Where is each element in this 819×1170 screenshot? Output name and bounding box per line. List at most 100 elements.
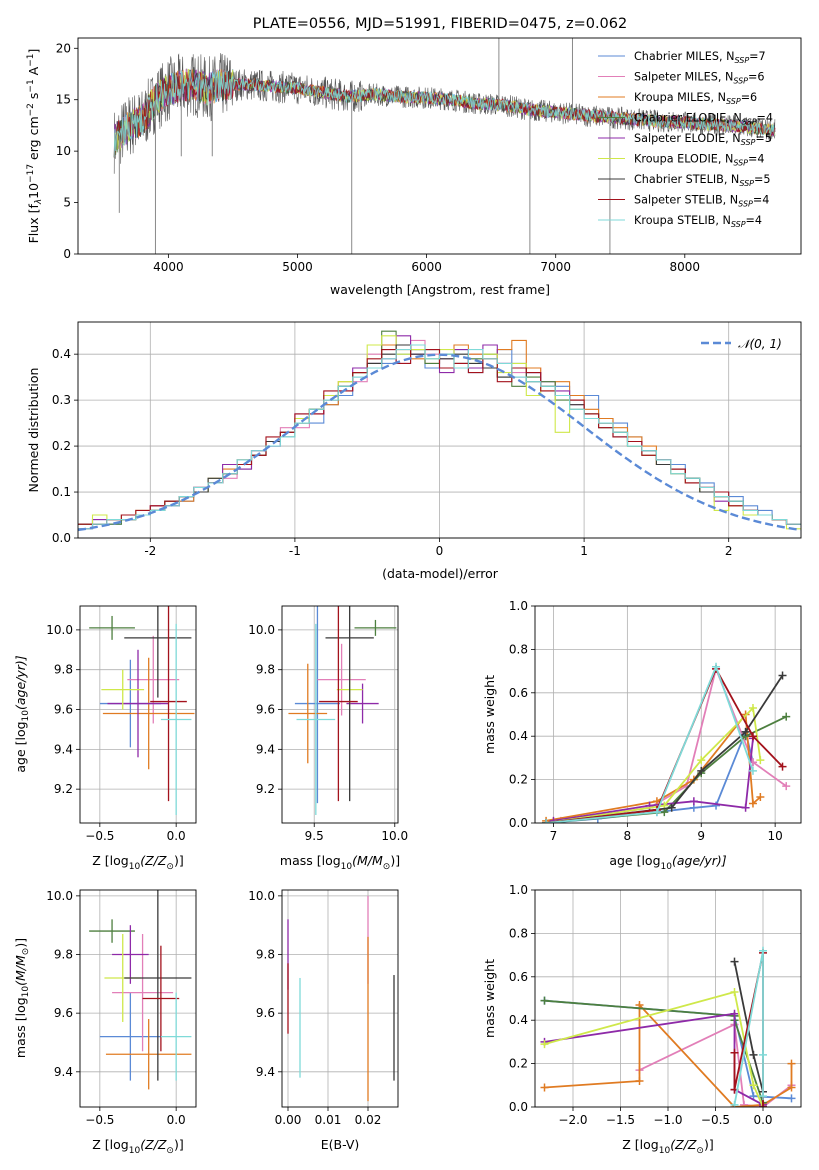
point-marker <box>748 732 757 741</box>
legend-suffix: =5 <box>754 173 771 186</box>
label-sun: ⊙ <box>21 948 31 956</box>
point-marker <box>748 766 757 775</box>
label-sub: 10 <box>661 862 673 872</box>
point-marker <box>756 756 765 765</box>
y-tick-label: 9.6 <box>256 1006 275 1020</box>
x-tick-label: 0.01 <box>315 1113 342 1127</box>
point-marker <box>749 1081 758 1090</box>
y-tick-label: 20 <box>56 41 71 55</box>
ylabel-sup: −1 <box>26 79 36 92</box>
legend-text: Salpeter ELODIE, N <box>634 132 741 145</box>
x-tick-label: 0.0 <box>753 1113 772 1127</box>
legend-label: Kroupa ELODIE, NSSP=4 <box>634 153 765 168</box>
y-tick-label: 0.6 <box>509 686 528 700</box>
y-tick-label: 1.0 <box>509 599 528 613</box>
point-marker <box>741 803 750 812</box>
y-tick-label: 9.4 <box>256 1065 275 1079</box>
legend-text: Chabrier STELIB, N <box>634 173 739 186</box>
y-tick-label: 0.8 <box>509 926 528 940</box>
y-axis-label: Normed distribution <box>26 368 41 493</box>
y-tick-label: 9.4 <box>54 742 73 756</box>
legend-sub: SSP <box>741 138 756 147</box>
label-sub: 10 <box>129 862 141 872</box>
point-marker <box>542 819 551 823</box>
legend-text: Chabrier ELODIE, N <box>634 112 742 125</box>
ylabel-sub: λ <box>34 199 44 205</box>
point-marker <box>759 946 767 955</box>
point-marker <box>540 1083 549 1092</box>
y-tick-label: 15 <box>56 93 71 107</box>
point-marker <box>782 712 791 721</box>
x-axis-label: Z [log10(Z/Z⊙)] <box>92 1137 183 1156</box>
legend-sub: SSP <box>734 56 749 65</box>
y-tick-label: 9.6 <box>54 703 73 717</box>
point-marker <box>730 987 739 996</box>
x-tick-label: 0.00 <box>275 1113 302 1127</box>
label-end: )] <box>174 1137 184 1152</box>
label-sun: ⊙ <box>696 1146 704 1156</box>
legend-suffix: =6 <box>741 91 758 104</box>
label-sub: 10 <box>659 1146 671 1156</box>
legend-label: Chabrier STELIB, NSSP=5 <box>634 173 771 188</box>
y-tick-label: 0.0 <box>52 531 71 545</box>
chart-title: PLATE=0556, MJD=51991, FIBERID=0475, z=0… <box>253 16 627 32</box>
legend-label: Salpeter ELODIE, NSSP=5 <box>634 132 772 147</box>
axes-frame <box>77 321 802 539</box>
legend-label: Chabrier ELODIE, NSSP=4 <box>634 112 773 127</box>
x-tick-label: −0.5 <box>701 1113 730 1127</box>
x-axis-label: (data-model)/error <box>382 566 499 581</box>
point-marker <box>712 662 721 671</box>
axes-frame <box>534 605 802 824</box>
x-axis-label: Z [log10(Z/Z⊙)] <box>92 853 183 872</box>
point-marker <box>689 797 698 806</box>
label-rest: (Z/Z <box>140 853 167 868</box>
plot-area <box>89 606 195 816</box>
x-tick-label: 0.02 <box>355 1113 382 1127</box>
x-tick-label: −1.5 <box>606 1113 635 1127</box>
legend-sub: SSP <box>733 159 748 168</box>
label-rest: (Z/Z <box>670 1137 697 1152</box>
y-tick-label: 9.8 <box>256 663 275 677</box>
axes-frame <box>281 889 399 1108</box>
x-tick-label: 7000 <box>540 260 571 274</box>
y-tick-label: 9.8 <box>54 663 73 677</box>
point-marker <box>782 782 791 791</box>
point-marker <box>730 957 739 966</box>
y-axis-label: Flux [fλ10−17 erg cm−2 s−1 A−1] <box>26 49 44 244</box>
x-tick-label: -2 <box>144 544 156 558</box>
legend-sub: SSP <box>731 220 746 229</box>
plot-mass-vs-Z: −0.5 0.0 9.4 9.6 9.8 10.0 <box>46 889 197 1127</box>
point-marker <box>730 1009 739 1018</box>
legend-text: Kroupa STELIB, N <box>634 214 731 227</box>
y-tick-label: 0 <box>63 247 71 261</box>
y-tick-label: 0.2 <box>509 1057 528 1071</box>
legend-sub: SSP <box>726 97 741 106</box>
legend-text: Chabrier MILES, N <box>634 50 734 63</box>
legend-label: 𝒩(0, 1) <box>738 337 782 351</box>
plot-spectrum: 4000 5000 6000 7000 8000 0 5 10 15 20 <box>56 37 802 274</box>
y-tick-label: 10 <box>56 144 71 158</box>
point-marker <box>778 671 787 680</box>
point-marker <box>652 808 661 817</box>
axes-frame <box>77 37 802 255</box>
legend-sub: SSP <box>738 200 753 209</box>
ylabel-part: A <box>26 66 41 79</box>
legend-suffix: =6 <box>748 71 765 84</box>
plot-area <box>78 330 801 532</box>
point-marker <box>749 1050 758 1059</box>
point-marker <box>756 792 765 801</box>
point-marker <box>635 1076 644 1085</box>
label-rest: (Z/Z <box>140 1137 167 1152</box>
y-tick-label: 0.4 <box>509 729 528 743</box>
plot-residuals: -2 -1 0 1 2 0.0 0.1 0.2 0.3 0.4 <box>52 321 802 558</box>
y-tick-label: 10.0 <box>248 623 275 637</box>
ylabel-part: Flux [f <box>26 204 41 244</box>
plot-mass-vs-EBV: 0.00 0.01 0.02 9.4 9.6 9.8 10.0 <box>248 889 399 1127</box>
x-tick-label: 8000 <box>670 260 701 274</box>
series-line <box>544 990 764 1107</box>
label-sun: ⊙ <box>166 1146 174 1156</box>
legend-label: Chabrier MILES, NSSP=7 <box>634 50 766 65</box>
legend-sub: SSP <box>739 179 754 188</box>
point-marker <box>741 727 750 736</box>
legend-suffix: =4 <box>753 194 770 207</box>
